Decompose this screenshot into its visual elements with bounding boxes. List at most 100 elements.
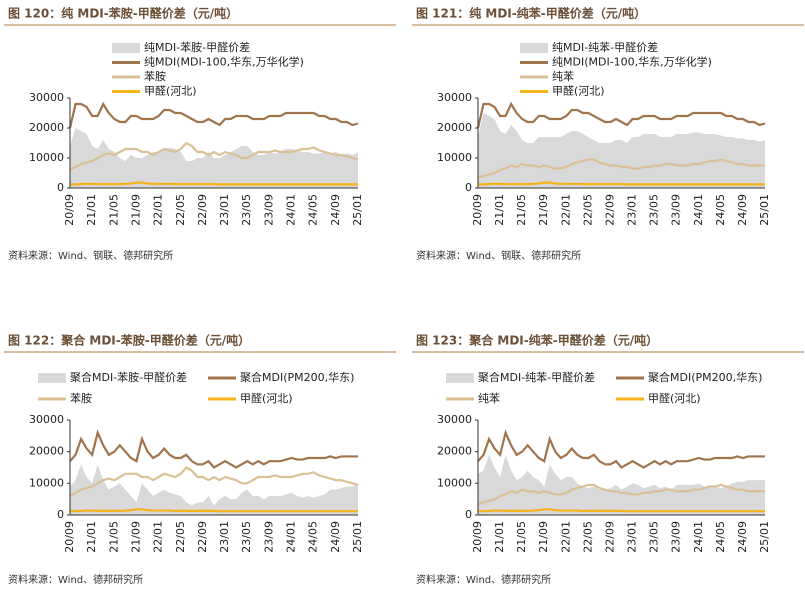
x-tick-label: 21/01 xyxy=(493,521,506,553)
x-tick-label: 22/09 xyxy=(603,194,616,226)
x-tick-label: 22/01 xyxy=(152,194,165,226)
y-tick-label: 30000 xyxy=(29,91,64,104)
x-tick-label: 23/05 xyxy=(648,521,661,553)
price-line xyxy=(70,508,358,513)
x-tick-label: 24/01 xyxy=(692,194,705,226)
x-tick-label: 24/09 xyxy=(329,521,342,553)
legend-swatch xyxy=(38,373,66,383)
price-line xyxy=(477,483,765,505)
y-tick-label: 0 xyxy=(465,181,472,194)
legend-label: 纯苯 xyxy=(478,391,500,405)
price-line xyxy=(478,508,765,513)
x-tick-label: 22/01 xyxy=(152,521,165,553)
x-tick-label: 23/01 xyxy=(626,194,639,226)
x-tick-label: 23/09 xyxy=(670,521,683,553)
x-tick-label: 23/09 xyxy=(670,194,683,226)
y-tick-label: 20000 xyxy=(437,121,472,134)
x-tick-label: 22/09 xyxy=(196,194,209,226)
y-tick-label: 30000 xyxy=(29,413,64,426)
x-tick-label: 24/01 xyxy=(285,194,298,226)
legend-label: 纯MDI(MDI-100,华东,万华化学) xyxy=(552,55,712,69)
x-tick-label: 20/09 xyxy=(63,194,76,226)
price-line xyxy=(478,181,765,186)
x-tick-label: 22/05 xyxy=(174,521,187,553)
price-line xyxy=(70,181,358,186)
x-tick-label: 25/01 xyxy=(351,194,364,226)
x-tick-label: 24/09 xyxy=(736,194,749,226)
legend-swatch xyxy=(446,373,474,383)
legend-label: 甲醛(河北) xyxy=(240,391,293,405)
x-tick-label: 22/05 xyxy=(581,194,594,226)
price-line xyxy=(476,101,766,129)
source-note: 资料来源：Wind、钢联、德邦研究所 xyxy=(416,249,581,262)
legend-label: 纯MDI(MDI-100,华东,万华化学) xyxy=(144,55,304,69)
price-line xyxy=(477,429,765,469)
legend-label: 聚合MDI-纯苯-甲醛价差 xyxy=(478,370,595,384)
x-tick-label: 21/01 xyxy=(85,194,98,226)
spread-area xyxy=(70,128,358,188)
x-tick-label: 21/01 xyxy=(493,194,506,226)
y-tick-label: 10000 xyxy=(29,151,64,164)
legend-label: 甲醛(河北) xyxy=(144,84,197,98)
x-tick-label: 20/09 xyxy=(471,521,484,553)
x-tick-label: 23/05 xyxy=(240,521,253,553)
spread-area xyxy=(478,454,765,515)
x-tick-label: 23/01 xyxy=(218,194,231,226)
y-tick-label: 0 xyxy=(465,508,472,521)
x-tick-label: 21/05 xyxy=(107,521,120,553)
x-tick-label: 21/09 xyxy=(129,194,142,226)
x-tick-label: 24/09 xyxy=(329,194,342,226)
x-tick-label: 22/09 xyxy=(603,521,616,553)
x-tick-label: 22/05 xyxy=(174,194,187,226)
legend-swatch xyxy=(520,43,548,53)
x-tick-label: 21/09 xyxy=(537,521,550,553)
price-line xyxy=(69,429,358,469)
x-tick-label: 21/09 xyxy=(129,521,142,553)
x-tick-label: 24/05 xyxy=(714,521,727,553)
y-tick-label: 10000 xyxy=(29,476,64,489)
legend-label: 纯MDI-苯胺-甲醛价差 xyxy=(144,40,250,54)
y-tick-label: 10000 xyxy=(437,151,472,164)
legend-label: 甲醛(河北) xyxy=(648,391,701,405)
x-tick-label: 21/05 xyxy=(515,194,528,226)
x-tick-label: 21/01 xyxy=(85,521,98,553)
x-tick-label: 22/09 xyxy=(196,521,209,553)
x-tick-label: 23/05 xyxy=(240,194,253,226)
legend-label: 聚合MDI-苯胺-甲醛价差 xyxy=(70,370,187,384)
x-tick-label: 24/05 xyxy=(307,194,320,226)
x-tick-label: 23/09 xyxy=(262,521,275,553)
legend-label: 苯胺 xyxy=(70,391,92,405)
y-tick-label: 10000 xyxy=(437,476,472,489)
legend-label: 聚合MDI(PM200,华东) xyxy=(648,370,762,384)
panel-title: 图 122：聚合 MDI-苯胺-甲醛价差（元/吨） xyxy=(8,333,250,348)
x-tick-label: 21/05 xyxy=(515,521,528,553)
y-tick-label: 0 xyxy=(57,181,64,194)
x-tick-label: 22/05 xyxy=(581,521,594,553)
x-tick-label: 20/09 xyxy=(63,521,76,553)
legend-label: 聚合MDI(PM200,华东) xyxy=(240,370,354,384)
x-tick-label: 23/01 xyxy=(626,521,639,553)
y-tick-label: 0 xyxy=(57,508,64,521)
y-tick-label: 20000 xyxy=(29,121,64,134)
x-tick-label: 24/05 xyxy=(714,194,727,226)
panel-title: 图 120：纯 MDI-苯胺-甲醛价差（元/吨） xyxy=(8,6,238,21)
source-note: 资料来源：Wind、德邦研究所 xyxy=(8,573,143,586)
legend-label: 纯MDI-纯苯-甲醛价差 xyxy=(552,40,658,54)
spread-area xyxy=(70,464,358,515)
x-tick-label: 24/01 xyxy=(692,521,705,553)
x-tick-label: 24/01 xyxy=(285,521,298,553)
x-tick-label: 24/09 xyxy=(736,521,749,553)
x-tick-label: 25/01 xyxy=(351,521,364,553)
source-note: 资料来源：Wind、钢联、德邦研究所 xyxy=(8,249,173,262)
y-tick-label: 20000 xyxy=(437,445,472,458)
spread-area xyxy=(478,113,765,188)
legend-label: 甲醛(河北) xyxy=(552,84,605,98)
x-tick-label: 22/01 xyxy=(559,521,572,553)
price-line xyxy=(477,158,765,179)
panel-title: 图 123：聚合 MDI-纯苯-甲醛价差（元/吨） xyxy=(416,333,658,348)
x-tick-label: 24/05 xyxy=(307,521,320,553)
price-line xyxy=(69,141,359,171)
price-line xyxy=(68,101,359,129)
y-tick-label: 30000 xyxy=(437,91,472,104)
